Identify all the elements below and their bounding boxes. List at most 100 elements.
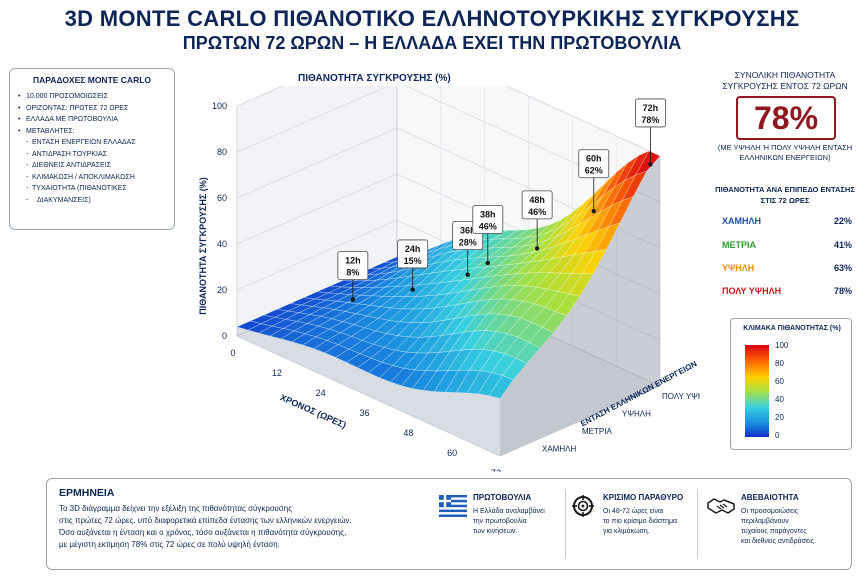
color-scale-title: ΚΛΙΜΑΚΑ ΠΙΘΑΝΟΤΗΤΑΣ (%) — [743, 325, 841, 332]
variable-item-continued: ΔΙΑΚΥΜΑΝΣΕΙΣ) — [17, 195, 167, 207]
annotation-value: 78% — [641, 115, 659, 125]
chart-title: ΠΙΘΑΝΟΤΗΤΑ ΣΥΓΚΡΟΥΣΗΣ (%) — [298, 73, 451, 84]
annotation-point — [410, 287, 415, 292]
z-tick-label: 40 — [217, 239, 227, 249]
annotation-time: 60h — [586, 154, 602, 164]
card-line: το πιο κρίσιμο διάστημα — [603, 518, 678, 525]
x-tick-label: 24 — [316, 388, 326, 398]
assumptions-title: ΠΑΡΑΔΟΧΕΣ MONTE CARLO — [32, 75, 152, 85]
annotation-value: 62% — [585, 166, 603, 176]
x-tick-label: 48 — [403, 428, 413, 438]
assumption-item: ΟΡΙΖΟΝΤΑΣ: ΠΡΩΤΕΣ 72 ΩΡΕΣ — [17, 103, 167, 115]
color-scale-tick: 60 — [775, 377, 784, 386]
level-name: ΥΨΗΛΗ — [722, 263, 755, 273]
level-name: ΜΕΤΡΙΑ — [722, 240, 757, 250]
x-tick-label: 60 — [447, 448, 457, 458]
level-row-low: ΧΑΜΗΛΗ 22% — [722, 216, 852, 230]
card-line: περιλαμβάνουν — [741, 518, 789, 525]
x-tick-label: 36 — [359, 408, 369, 418]
color-scale-tick: 80 — [775, 359, 784, 368]
x-tick-label: 72 — [491, 468, 501, 472]
card-line: Οι προσομοιώσεις — [741, 508, 799, 515]
level-row-high: ΥΨΗΛΗ 63% — [722, 263, 852, 277]
annotation-box — [472, 205, 504, 234]
z-tick-label: 80 — [217, 147, 227, 157]
y-category-label: ΠΟΛΥ ΥΨΗΛΗ — [662, 392, 700, 401]
annotation-time: 36h — [460, 226, 476, 236]
crosshair-icon — [572, 495, 594, 517]
level-name: ΧΑΜΗΛΗ — [722, 216, 762, 226]
color-scale-tick: 0 — [775, 431, 780, 440]
card-line: Η Ελλάδα αναλαμβάνει — [473, 508, 545, 515]
annotation-box — [578, 149, 610, 179]
z-tick-label: 0 — [222, 331, 227, 341]
card-title: ΑΒΕΒΑΙΟΤΗΤΑ — [741, 493, 799, 502]
x-tick-label: 0 — [230, 348, 235, 358]
assumption-item: 10.000 ΠΡΟΣΟΜΟΙΩΣΕΙΣ — [17, 91, 167, 103]
total-probability-title: ΣΥΝΟΛΙΚΗ ΠΙΘΑΝΟΤΗΤΑ ΣΥΓΚΡΟΥΣΗΣ ΕΝΤΟΣ 72 … — [722, 70, 848, 91]
surface-right-skirt — [500, 156, 660, 456]
color-scale-legend: ΚΛΙΜΑΚΑ ΠΙΘΑΝΟΤΗΤΑΣ (%) 100 80 60 40 20 … — [730, 318, 852, 450]
levels-title: ΠΙΘΑΝΟΤΗΤΑ ΑΝΑ ΕΠΙΠΕΔΟ ΕΝΤΑΣΗΣ ΣΤΙΣ 72 Ω… — [715, 185, 855, 205]
variable-item: ΤΥΧΑΙΟΤΗΤΑ (ΠΙΘΑΝΟΤΙΚΕΣ — [17, 183, 167, 195]
annotation-point — [648, 162, 653, 167]
assumption-item: ΕΛΛΑΔΑ ΜΕ ΠΡΩΤΟΒΟΥΛΙΑ — [17, 114, 167, 126]
y-category-label: ΥΨΗΛΗ — [622, 409, 651, 418]
annotation-value: 46% — [479, 222, 497, 232]
annotation-time: 12h — [345, 256, 361, 266]
annotation-point — [534, 246, 540, 251]
variable-item: ΔΙΕΘΝΕΙΣ ΑΝΤΙΔΡΑΣΕΙΣ — [17, 160, 167, 172]
level-row-very-high: ΠΟΛΥ ΥΨΗΛΗ 78% — [722, 286, 852, 300]
annotation-point — [350, 297, 356, 302]
annotation-value: 15% — [404, 256, 422, 266]
level-name: ΠΟΛΥ ΥΨΗΛΗ — [722, 286, 782, 296]
card-title: ΠΡΩΤΟΒΟΥΛΙΑ — [473, 493, 532, 502]
annotation-time: 48h — [529, 195, 545, 205]
assumption-item: ΜΕΤΑΒΛΗΤΕΣ: — [17, 126, 167, 138]
total-probability-value: 78% — [736, 96, 836, 140]
annotation-time: 72h — [643, 103, 659, 113]
handshake-icon — [707, 498, 735, 514]
card-line: τυχαίους παράγοντες — [741, 528, 807, 535]
page-subtitle: ΠΡΩΤΩΝ 72 ΩΡΩΝ – Η ΕΛΛΑΔΑ ΕΧΕΙ ΤΗΝ ΠΡΩΤΟ… — [182, 33, 682, 53]
divider — [697, 489, 698, 559]
level-value: 63% — [833, 263, 852, 273]
color-scale-bar — [745, 345, 769, 437]
card-text: Οι 48-72 ώρες είναι το πιο κρίσιμο διάστ… — [603, 507, 695, 537]
total-probability-note: (ΜΕ ΥΨΗΛΗ Ή ΠΟΛΥ ΥΨΗΛΗ ΕΝΤΑΣΗ ΕΛΛΗΝΙΚΩΝ … — [717, 143, 853, 162]
interpretation-line: στις πρώτες 72 ώρες, υπό διαφορετικά επί… — [59, 516, 352, 525]
variable-item: ΕΝΤΑΣΗ ΕΝΕΡΓΕΙΩΝ ΕΛΛΑΔΑΣ — [17, 137, 167, 149]
card-line: των κινήσεων. — [473, 528, 518, 535]
annotation-value: 28% — [459, 238, 477, 248]
surface-cell — [488, 375, 514, 399]
variable-item: ΑΝΤΙΔΡΑΣΗ ΤΟΥΡΚΙΑΣ — [17, 149, 167, 161]
interpretation-line: με μέγιστη εκτίμηση 78% στις 72 ώρες σε … — [59, 540, 280, 549]
interpretation-title: ΕΡΜΗΝΕΙΑ — [59, 487, 115, 499]
annotation-time: 24h — [405, 244, 421, 254]
card-line: Οι 48-72 ώρες είναι — [603, 508, 664, 515]
surface-front-skirt — [237, 326, 500, 456]
annotation-box — [634, 98, 666, 128]
annotation-time: 38h — [480, 210, 496, 220]
interpretation-text: Το 3D διάγραμμα δείχνει την εξέλιξη της … — [59, 503, 439, 551]
y-category-label: ΧΑΜΗΛΗ — [542, 444, 576, 453]
level-value: 22% — [833, 216, 852, 226]
assumptions-panel: ΠΑΡΑΔΟΧΕΣ MONTE CARLO 10.000 ΠΡΟΣΟΜΟΙΩΣΕ… — [9, 68, 175, 230]
card-uncertainty: ΑΒΕΒΑΙΟΤΗΤΑ Οι προσομοιώσεις περιλαμβάνο… — [707, 487, 837, 563]
z-tick-label: 100 — [212, 101, 227, 111]
y-category-label: ΜΕΤΡΙΑ — [582, 427, 612, 436]
card-text: Η Ελλάδα αναλαμβάνει την πρωτοβουλία των… — [473, 507, 565, 537]
interpretation-line: Όσο αυξάνεται η ένταση και ο χρόνος, τόσ… — [59, 528, 347, 537]
annotation-box — [337, 251, 369, 281]
interpretation-line: Το 3D διάγραμμα δείχνει την εξέλιξη της … — [59, 504, 293, 513]
variable-item: ΚΛΙΜΑΚΩΣΗ / ΑΠΟΚΛΙΜΑΚΩΣΗ — [17, 172, 167, 184]
greek-flag-icon — [439, 495, 467, 517]
annotation-box — [521, 190, 553, 220]
card-initiative: ΠΡΩΤΟΒΟΥΛΙΑ Η Ελλάδα αναλαμβάνει την πρω… — [439, 487, 569, 563]
card-title: ΚΡΙΣΙΜΟ ΠΑΡΑΘΥΡΟ — [603, 493, 684, 502]
annotation-point — [591, 209, 596, 214]
annotation-value: 46% — [528, 207, 546, 217]
divider — [565, 489, 566, 559]
annotation-point — [485, 260, 491, 266]
z-tick-label: 60 — [217, 193, 227, 203]
